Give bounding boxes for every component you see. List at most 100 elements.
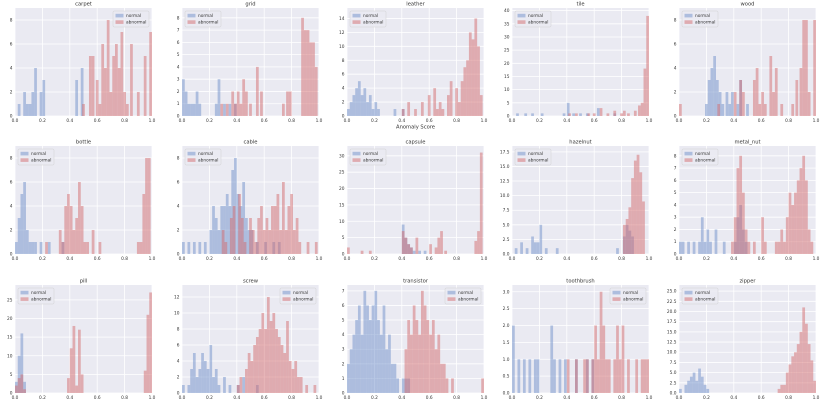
legend-swatch-normal bbox=[20, 151, 29, 156]
bar-abnormal bbox=[283, 353, 287, 393]
bar-normal bbox=[368, 320, 372, 393]
bar-abnormal bbox=[602, 325, 606, 393]
bar-abnormal bbox=[104, 68, 107, 116]
x-tick-label: 1.0 bbox=[646, 118, 653, 124]
legend-swatch-abnormal bbox=[115, 20, 124, 24]
y-tick-label: 0.5 bbox=[503, 374, 510, 380]
bar-abnormal bbox=[471, 39, 475, 116]
y-tick-label: 5 bbox=[507, 100, 510, 106]
bar-abnormal bbox=[752, 241, 756, 254]
bar-abnormal bbox=[813, 20, 816, 116]
y-tick-label: 2 bbox=[10, 228, 13, 234]
chart-title: tile bbox=[576, 2, 584, 8]
y-tick-label: 14 bbox=[339, 16, 345, 22]
bar-normal bbox=[192, 242, 196, 254]
bar-abnormal bbox=[447, 95, 450, 116]
bar-abnormal bbox=[239, 377, 243, 393]
legend-label-abnormal: abnormal bbox=[31, 158, 51, 164]
y-tick-label: 6 bbox=[177, 180, 180, 186]
bar-normal bbox=[681, 241, 685, 254]
bar-normal bbox=[698, 368, 701, 393]
bar-normal bbox=[396, 378, 400, 393]
bar-abnormal bbox=[457, 102, 461, 116]
bar-abnormal bbox=[401, 231, 405, 254]
bar-abnormal bbox=[231, 91, 235, 116]
bar-abnormal bbox=[69, 206, 73, 254]
chart-title: cable bbox=[244, 140, 258, 146]
bar-abnormal bbox=[733, 217, 737, 254]
x-tick-label: 0.4 bbox=[563, 395, 570, 400]
bar-abnormal bbox=[427, 95, 431, 116]
bar-abnormal bbox=[240, 218, 244, 254]
y-tick-label: 6 bbox=[177, 343, 180, 349]
x-tick-label: 1.0 bbox=[481, 118, 488, 124]
bar-abnormal bbox=[347, 247, 350, 254]
x-tick-label: 0.2 bbox=[536, 118, 543, 124]
legend-label-abnormal: abnormal bbox=[458, 297, 478, 303]
legend-label-abnormal: abnormal bbox=[363, 20, 383, 26]
y-tick-label: 15.0 bbox=[667, 329, 677, 335]
y-tick-label: 12.5 bbox=[667, 340, 677, 346]
x-tick-label: 0.8 bbox=[785, 118, 792, 124]
chart-title: hazelnut bbox=[569, 140, 591, 146]
bar-normal bbox=[596, 108, 600, 116]
x-tick-label: 0.4 bbox=[66, 256, 73, 262]
bar-abnormal bbox=[479, 152, 483, 254]
bar-abnormal bbox=[802, 155, 806, 254]
bar-abnormal bbox=[146, 314, 150, 393]
bar-abnormal bbox=[785, 217, 789, 254]
y-tick-label: 2.5 bbox=[670, 380, 677, 386]
bar-normal bbox=[366, 305, 369, 393]
legend-swatch-abnormal bbox=[187, 158, 196, 162]
bar-abnormal bbox=[314, 66, 318, 116]
bar-abnormal bbox=[264, 329, 267, 393]
bar-abnormal bbox=[717, 104, 721, 116]
bar-abnormal bbox=[255, 66, 259, 116]
bar-normal bbox=[374, 290, 378, 393]
bar-normal bbox=[700, 217, 704, 254]
x-tick-label: 0.6 bbox=[591, 395, 598, 400]
chart-wood: wood 0.0 0.2 0.4 0.6 0.8 1.0 0 2 4 6 8 normalabnorma… bbox=[674, 2, 820, 125]
bar-normal bbox=[23, 92, 26, 116]
bar-abnormal bbox=[642, 201, 645, 254]
legend-swatch-normal bbox=[684, 13, 693, 18]
bar-abnormal bbox=[468, 32, 472, 116]
bar-abnormal bbox=[463, 67, 467, 116]
y-tick-label: 6 bbox=[177, 40, 180, 46]
x-tick-label: 1.0 bbox=[481, 256, 488, 262]
bar-abnormal bbox=[455, 88, 458, 116]
bar-normal bbox=[195, 377, 199, 393]
bar-normal bbox=[198, 103, 202, 116]
bar-normal bbox=[388, 334, 391, 393]
x-tick-label: 0.2 bbox=[371, 395, 378, 400]
bar-abnormal bbox=[763, 241, 767, 254]
x-tick-label: 0.8 bbox=[288, 395, 295, 400]
y-tick-label: 0 bbox=[177, 391, 180, 397]
x-tick-label: 1.0 bbox=[149, 118, 156, 124]
bar-abnormal bbox=[360, 250, 364, 254]
bar-abnormal bbox=[221, 230, 225, 254]
bar-abnormal bbox=[466, 60, 469, 116]
legend-label-normal: normal bbox=[198, 151, 213, 157]
bar-abnormal bbox=[679, 104, 682, 116]
chart-tile: tile 0.0 0.2 0.4 0.6 0.8 1.0 0 5 10 15 20 25 30 35 40 no… bbox=[504, 2, 653, 125]
bar-normal bbox=[555, 248, 559, 254]
bar-abnormal bbox=[294, 361, 298, 393]
legend-label-abnormal: abnormal bbox=[293, 297, 313, 303]
x-tick-label: 0.0 bbox=[676, 395, 683, 400]
bar-abnormal bbox=[434, 247, 438, 254]
legend-label-normal: normal bbox=[528, 151, 543, 157]
bar-normal bbox=[25, 104, 29, 116]
y-tick-label: 15 bbox=[7, 335, 13, 341]
x-tick-label: 0.2 bbox=[206, 256, 213, 262]
bar-normal bbox=[533, 242, 537, 254]
legend-label-normal: normal bbox=[458, 290, 473, 296]
bar-abnormal bbox=[769, 56, 773, 116]
chart-title: bottle bbox=[76, 140, 91, 146]
chart-bottle: bottle 0.0 0.2 0.4 0.6 0.8 1.0 0 2 4 6 8 normalabnor… bbox=[10, 140, 156, 263]
legend-swatch-abnormal bbox=[612, 297, 621, 301]
chart-transistor: transistor0.00.20.40.60.81.001234567Anom… bbox=[342, 279, 488, 400]
chart-carpet: carpet 0.0 0.2 0.4 0.6 0.8 1.0 0 2 4 6 8 normalabnor… bbox=[10, 2, 156, 125]
